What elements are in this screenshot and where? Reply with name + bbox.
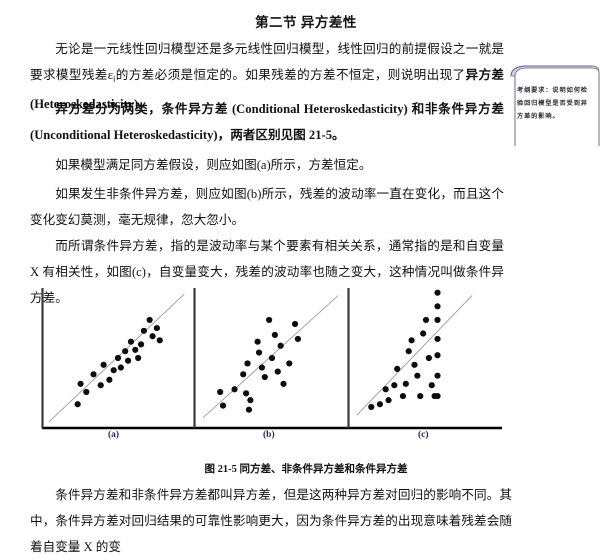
- data-point: [124, 357, 132, 364]
- data-point: [291, 320, 299, 328]
- data-point: [402, 380, 409, 387]
- data-point: [83, 388, 90, 396]
- exam-syllabus-note-text: 考纲要求：说明如何检验回归模型是否受到异方差的影响。: [517, 87, 588, 121]
- paragraph-comparison: 条件异方差和非条件异方差都叫异方差，但是这两种异方差对回归的影响不同。其中，条件…: [30, 482, 512, 560]
- data-point: [368, 403, 375, 411]
- data-point: [266, 316, 273, 324]
- data-point: [219, 402, 227, 409]
- figure-21-5: (a) (b) (c): [0, 282, 612, 452]
- data-point: [132, 346, 139, 353]
- exam-syllabus-note: 考纲要求：说明如何检验回归模型是否受到异方差的影响。: [508, 64, 600, 146]
- data-point: [408, 337, 415, 344]
- paragraph-intro-part1: 无论是一元线性回归模型还是多元线性回归模型，线性回归的前提假设之一就是要求模型残…: [30, 42, 504, 82]
- data-point: [149, 333, 156, 340]
- data-point: [106, 376, 113, 383]
- data-point: [247, 397, 254, 404]
- term-heteroskedasticity-en: (Heteroskedasticity)。: [30, 97, 151, 112]
- data-point: [153, 324, 160, 332]
- data-point: [114, 354, 122, 362]
- paragraph-unconditional: 如果发生非条件异方差，则应如图(b)所示，残差的波动率一直在变化，而且这个变化变…: [30, 181, 504, 233]
- data-point: [258, 364, 266, 371]
- data-point: [135, 354, 142, 362]
- panel-label-b: (b): [263, 430, 275, 440]
- paragraph-two-types-text: 异方差分为两类，条件异方差 (Conditional Heteroskedast…: [30, 102, 504, 142]
- paragraph-comparison-text: 条件异方差和非条件异方差都叫异方差，但是这两种异方差对回归的影响不同。其中，条件…: [30, 488, 512, 554]
- data-point: [425, 354, 432, 362]
- document-page: 第二节 异方差性 无论是一元线性回归模型还是多元线性回归模型，线性回归的前提假设…: [0, 15, 612, 554]
- data-point: [434, 352, 441, 359]
- data-point: [245, 406, 253, 413]
- data-point: [156, 337, 163, 344]
- data-point: [434, 392, 441, 400]
- page-title: 第二节 异方差性: [255, 15, 357, 30]
- panel-label-a: (a): [108, 430, 120, 440]
- paragraph-intro-part2: 的方差必须是恒定的。如果残差的方差不恒定，则说明出现了: [115, 68, 466, 82]
- data-point: [271, 331, 278, 338]
- data-point: [244, 360, 251, 367]
- scatter-panel-a: [48, 293, 185, 423]
- data-point: [110, 367, 117, 374]
- data-point: [399, 392, 407, 400]
- data-point: [414, 372, 421, 379]
- scatter-panel-b: [202, 295, 339, 419]
- data-point: [434, 335, 441, 343]
- data-point: [268, 354, 276, 362]
- data-point: [411, 361, 418, 368]
- trend-line: [356, 295, 473, 416]
- data-point: [140, 327, 148, 334]
- paragraph-two-types: 异方差分为两类，条件异方差 (Conditional Heteroskedast…: [30, 96, 504, 148]
- data-point: [428, 382, 435, 389]
- term-heteroskedasticity-cn: 异方差: [465, 68, 505, 82]
- data-point: [217, 388, 224, 396]
- data-point: [90, 371, 97, 378]
- panel-label-c: (c): [418, 430, 429, 440]
- paragraph-homoskedasticity-text: 如果模型满足同方差假设，则应如图(a)所示，方差恒定。: [55, 158, 372, 172]
- data-point: [434, 303, 441, 310]
- data-point: [382, 386, 389, 393]
- data-point: [434, 289, 441, 296]
- data-point: [274, 368, 281, 375]
- data-point: [294, 335, 302, 343]
- data-point: [261, 373, 268, 381]
- data-point: [405, 348, 412, 355]
- paragraph-intro: 无论是一元线性回归模型还是多元线性回归模型，线性回归的前提假设之一就是要求模型残…: [30, 36, 504, 117]
- data-point: [422, 316, 430, 324]
- data-point: [391, 382, 398, 389]
- data-point: [434, 372, 441, 379]
- scatter-plots-svg: [41, 288, 502, 430]
- data-point: [74, 401, 81, 408]
- data-point: [376, 401, 384, 408]
- data-point: [97, 382, 104, 389]
- scatter-panel-c: [356, 289, 473, 416]
- data-point: [420, 330, 427, 337]
- epsilon-subscript: i: [113, 73, 116, 84]
- data-point: [240, 371, 247, 378]
- paragraph-unconditional-text: 如果发生非条件异方差，则应如图(b)所示，残差的波动率一直在变化，而且这个变化变…: [30, 187, 504, 227]
- data-point: [280, 380, 287, 387]
- data-point: [286, 360, 293, 367]
- data-point: [394, 365, 401, 372]
- data-point: [277, 342, 284, 349]
- data-point: [242, 390, 250, 397]
- data-point: [137, 341, 145, 348]
- data-point: [122, 348, 129, 355]
- data-point: [100, 361, 107, 368]
- data-point: [434, 316, 441, 324]
- paragraph-conditional: 而所谓条件异方差，指的是波动率与某个要素有相关关系，通常指的是和自变量 X 有相…: [30, 233, 504, 311]
- figure-caption: 图 21-5 同方差、非条件异方差和条件异方差: [204, 464, 408, 475]
- data-point: [146, 316, 153, 324]
- data-point: [231, 386, 238, 393]
- data-point: [417, 392, 424, 400]
- data-point: [255, 349, 263, 356]
- paragraph-homoskedasticity: 如果模型满足同方差假设，则应如图(a)所示，方差恒定。: [30, 152, 504, 178]
- data-point: [77, 380, 84, 387]
- data-point: [117, 364, 124, 371]
- note-bracket-icon: [510, 65, 600, 146]
- paragraph-conditional-text: 而所谓条件异方差，指的是波动率与某个要素有相关关系，通常指的是和自变量 X 有相…: [30, 239, 504, 305]
- panel-label-row: (a) (b) (c): [0, 430, 612, 448]
- data-point: [385, 397, 392, 404]
- data-point: [127, 338, 135, 345]
- data-point: [254, 338, 261, 345]
